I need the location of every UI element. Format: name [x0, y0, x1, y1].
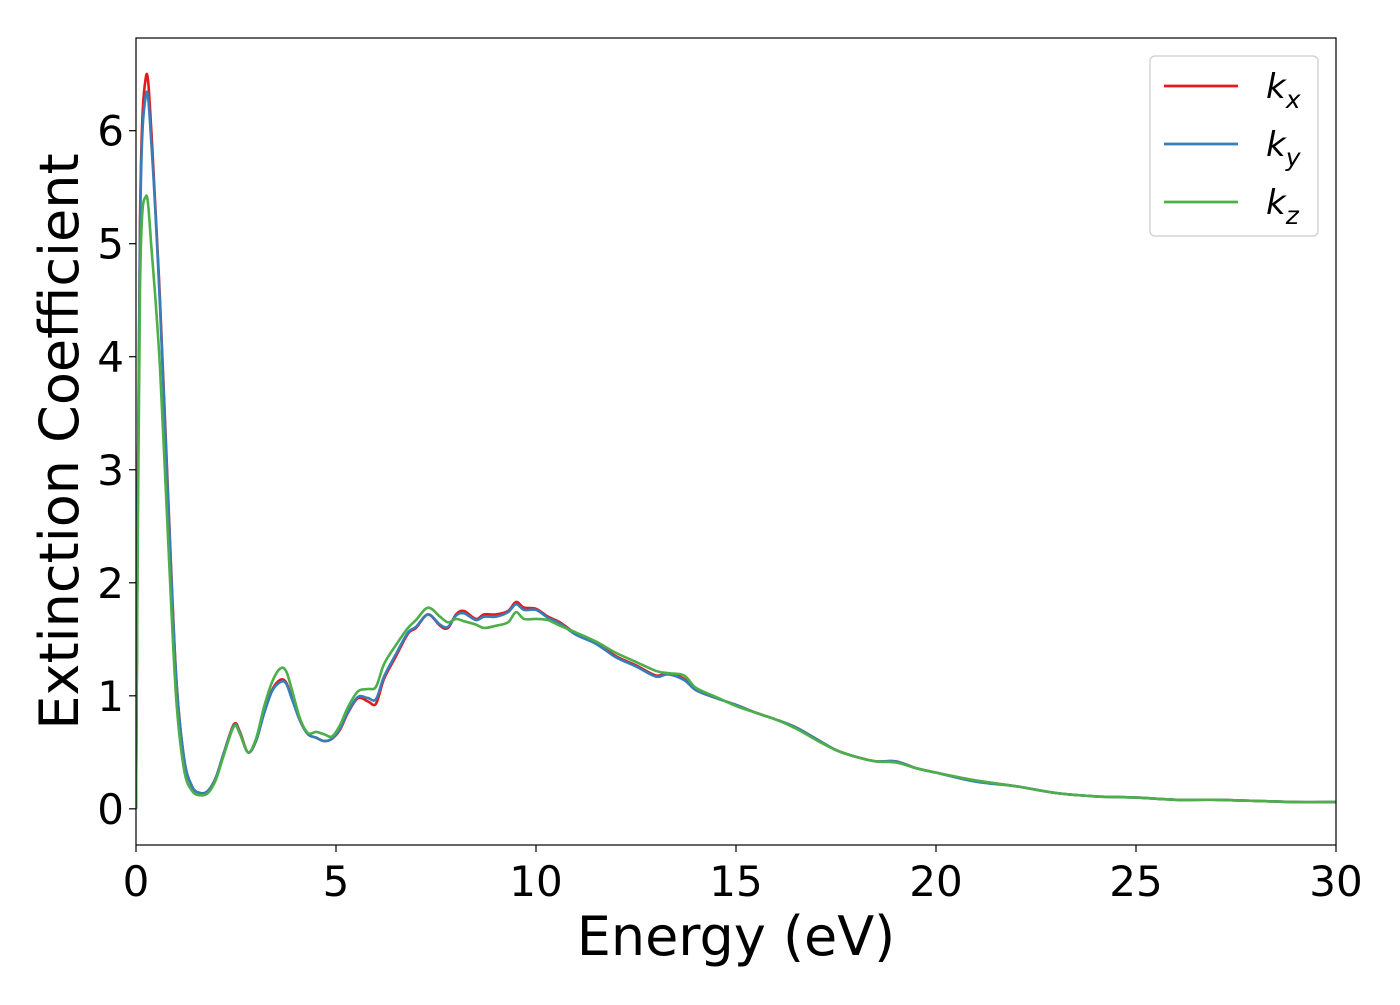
- y-tick-label: 0: [97, 785, 124, 834]
- legend-label: kx: [1266, 67, 1301, 114]
- x-tick-label: 30: [1309, 857, 1362, 906]
- series-lines: [136, 72, 1336, 809]
- x-tick-label: 15: [709, 857, 762, 906]
- legend-label-subscript: x: [1285, 85, 1301, 114]
- y-tick-label: 6: [97, 107, 124, 156]
- legend-box: [1149, 55, 1319, 237]
- axis-ticks: 0 5 10 15 20 25 30 0 1 2 3 4 5 6: [97, 107, 1362, 906]
- y-tick-label: 5: [97, 220, 124, 269]
- series-line-kz: [136, 194, 1336, 809]
- x-tick-label: 5: [323, 857, 350, 906]
- y-tick-label: 2: [97, 559, 124, 608]
- x-axis-title: Energy (eV): [577, 905, 896, 968]
- x-tick-label: 10: [509, 857, 562, 906]
- x-tick-label: 25: [1109, 857, 1162, 906]
- x-tick-label: 20: [909, 857, 962, 906]
- legend-label-subscript: y: [1285, 143, 1302, 172]
- legend-label-base: k: [1266, 67, 1287, 107]
- y-tick-label: 4: [97, 333, 124, 382]
- y-tick-label: 1: [97, 672, 124, 721]
- legend-label-base: k: [1266, 183, 1287, 223]
- legend-label-subscript: z: [1285, 201, 1300, 230]
- legend-label-base: k: [1266, 125, 1287, 165]
- y-axis-title: Extinction Coefficient: [28, 153, 91, 729]
- x-tick-label: 0: [123, 857, 150, 906]
- legend-label: kz: [1266, 183, 1300, 230]
- legend-label: ky: [1266, 125, 1302, 172]
- y-tick-label: 3: [97, 446, 124, 495]
